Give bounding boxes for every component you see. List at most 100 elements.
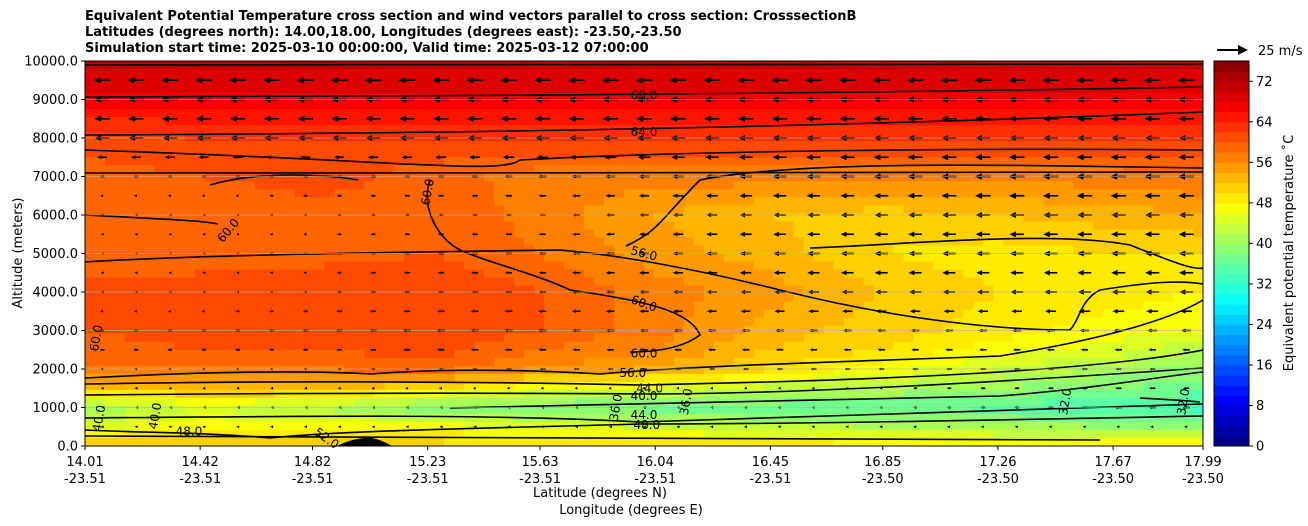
theta-e-cell	[194, 397, 206, 407]
theta-e-cell	[673, 109, 685, 118]
theta-e-cell	[644, 165, 655, 174]
theta-e-cell	[1153, 213, 1164, 223]
theta-e-cell	[1153, 157, 1164, 166]
theta-e-cell	[863, 357, 875, 367]
theta-e-cell	[534, 285, 545, 295]
theta-e-cell	[384, 125, 396, 134]
theta-e-cell	[653, 141, 665, 150]
theta-e-cell	[923, 101, 935, 110]
theta-e-cell	[933, 301, 945, 311]
theta-e-cell	[634, 165, 645, 174]
theta-e-cell	[324, 397, 336, 407]
theta-e-cell	[184, 205, 196, 214]
theta-e-cell	[1083, 237, 1094, 247]
theta-e-cell	[903, 293, 915, 303]
theta-e-cell	[424, 317, 435, 327]
theta-e-cell	[793, 397, 805, 407]
theta-e-cell	[354, 253, 366, 263]
theta-e-cell	[134, 373, 146, 383]
theta-e-cell	[963, 373, 975, 383]
theta-e-cell	[1153, 309, 1164, 319]
theta-e-cell	[184, 101, 196, 110]
theta-e-cell	[703, 365, 715, 375]
theta-e-cell	[414, 397, 425, 407]
theta-e-cell	[144, 101, 156, 110]
theta-e-cell	[823, 69, 835, 78]
theta-e-cell	[424, 285, 435, 295]
theta-e-cell	[364, 221, 376, 231]
theta-e-cell	[913, 101, 925, 110]
theta-e-cell	[404, 269, 416, 279]
theta-e-cell	[993, 341, 1004, 351]
theta-e-cell	[504, 381, 515, 391]
theta-e-cell	[584, 293, 595, 303]
theta-e-cell	[594, 317, 605, 327]
theta-e-cell	[264, 413, 276, 423]
theta-e-cell	[713, 341, 725, 351]
theta-e-cell	[184, 125, 196, 134]
theta-e-cell	[1083, 341, 1094, 351]
theta-e-cell	[284, 269, 296, 279]
theta-e-cell	[104, 349, 116, 359]
theta-e-cell	[753, 141, 765, 150]
theta-e-cell	[564, 349, 575, 359]
theta-e-cell	[144, 149, 156, 158]
theta-e-cell	[1033, 181, 1044, 190]
theta-e-cell	[134, 301, 146, 311]
theta-e-cell	[933, 365, 945, 375]
theta-e-cell	[274, 205, 286, 214]
theta-e-cell	[1043, 237, 1054, 247]
theta-e-cell	[264, 269, 276, 279]
theta-e-cell	[394, 221, 406, 231]
theta-e-cell	[594, 245, 605, 255]
theta-e-cell	[464, 309, 475, 319]
theta-e-cell	[1033, 157, 1044, 166]
theta-e-cell	[1173, 237, 1184, 247]
theta-e-cell	[404, 285, 416, 295]
theta-e-cell	[424, 149, 435, 158]
theta-e-cell	[624, 325, 635, 335]
theta-e-cell	[983, 157, 994, 166]
theta-e-cell	[823, 349, 835, 359]
theta-e-cell	[1083, 389, 1094, 399]
theta-e-cell	[124, 181, 136, 190]
theta-e-cell	[1083, 197, 1094, 206]
theta-e-cell	[184, 109, 196, 118]
theta-e-cell	[294, 333, 306, 343]
theta-e-cell	[264, 165, 276, 174]
theta-e-cell	[404, 213, 416, 223]
theta-e-cell	[85, 173, 96, 182]
theta-e-cell	[464, 341, 475, 351]
theta-e-cell	[923, 77, 935, 86]
theta-e-cell	[124, 333, 136, 343]
theta-e-cell	[863, 261, 875, 271]
theta-e-cell	[783, 61, 795, 70]
theta-e-cell	[663, 93, 675, 102]
theta-e-cell	[334, 373, 346, 383]
theta-e-cell	[554, 189, 565, 198]
theta-e-cell	[274, 285, 286, 295]
theta-e-cell	[454, 325, 465, 335]
theta-e-cell	[214, 341, 226, 351]
theta-e-cell	[813, 101, 825, 110]
theta-e-cell	[973, 405, 984, 415]
theta-e-cell	[494, 245, 505, 255]
theta-e-cell	[993, 77, 1004, 86]
theta-e-cell	[644, 237, 655, 247]
theta-e-cell	[1133, 69, 1144, 78]
theta-e-cell	[1143, 157, 1154, 166]
theta-e-cell	[893, 229, 905, 239]
theta-e-cell	[314, 133, 326, 142]
theta-e-cell	[534, 237, 545, 247]
theta-e-cell	[644, 85, 655, 94]
theta-e-cell	[474, 77, 485, 86]
theta-e-cell	[1043, 117, 1054, 126]
theta-e-cell	[1113, 261, 1124, 271]
theta-e-cell	[833, 245, 845, 255]
theta-e-cell	[264, 157, 276, 166]
theta-e-cell	[514, 389, 525, 399]
theta-e-cell	[813, 149, 825, 158]
theta-e-cell	[923, 293, 935, 303]
theta-e-cell	[833, 253, 845, 263]
theta-e-cell	[1123, 189, 1134, 198]
